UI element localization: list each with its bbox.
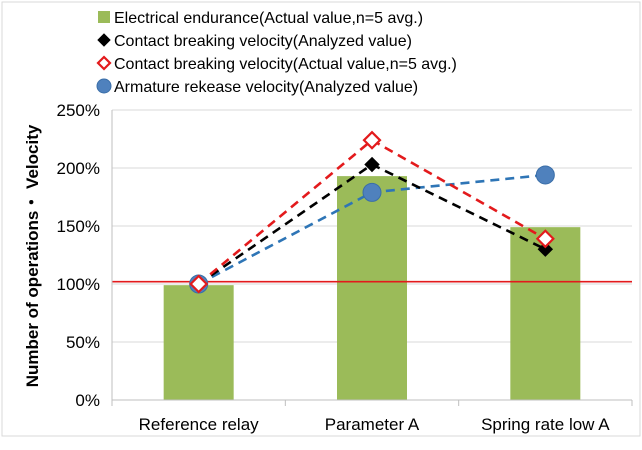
y-tick-label: 150% xyxy=(57,217,100,236)
circle-marker xyxy=(362,182,382,202)
open-diamond-marker xyxy=(96,55,112,71)
open-diamond-marker xyxy=(535,229,555,249)
circle-marker xyxy=(96,78,112,94)
x-tick-label: Parameter A xyxy=(325,415,420,434)
x-tick-label: Spring rate low A xyxy=(481,415,610,434)
legend: Electrical endurance(Actual value,n=5 av… xyxy=(96,10,457,96)
bar xyxy=(163,285,234,400)
y-tick-label: 250% xyxy=(57,101,100,120)
legend-label: Armature rekease velocity(Analyzed value… xyxy=(114,79,418,96)
legend-swatch-bar xyxy=(98,11,110,23)
legend-label: Contact breaking velocity(Analyzed value… xyxy=(114,33,412,50)
axis-layer: 0% 50% 100% 150% 200% 250% Reference relay Para… xyxy=(57,101,633,434)
x-tick-label: Reference relay xyxy=(139,415,260,434)
legend-label: Contact breaking velocity(Actual value,n… xyxy=(114,56,457,73)
circle-marker xyxy=(535,165,555,185)
open-diamond-marker xyxy=(362,130,382,150)
diamond-marker xyxy=(364,156,380,173)
y-tick-label: 200% xyxy=(57,159,100,178)
y-axis-title: Number of operations・ Velocity xyxy=(23,124,42,387)
line-layer xyxy=(189,130,555,294)
diamond-marker xyxy=(537,241,554,257)
legend-label: Electrical endurance(Actual value,n=5 av… xyxy=(114,10,423,27)
diamond-marker xyxy=(97,33,111,47)
y-tick-label: 0% xyxy=(75,391,100,410)
y-tick-label: 100% xyxy=(57,275,100,294)
open-diamond-marker xyxy=(189,274,209,294)
bar xyxy=(337,176,407,400)
y-tick-label: 50% xyxy=(66,333,100,352)
